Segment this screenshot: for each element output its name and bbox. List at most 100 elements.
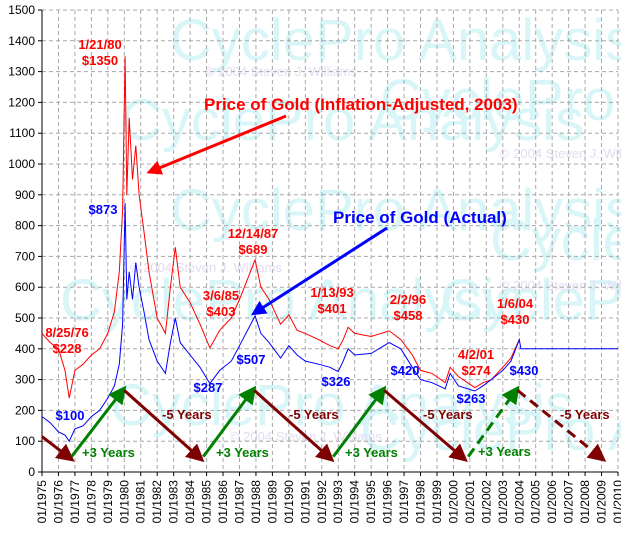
peak-date-label: 12/14/87 [228,226,279,241]
cycle-up-arrow [202,385,257,458]
actual-price-label: $430 [510,363,539,378]
y-tick-label: 900 [15,188,35,202]
cycle-up-label: +3 Years [216,445,269,460]
cycle-down-arrow [41,435,75,462]
peak-price-label: $689 [239,242,268,257]
x-tick-label: 01/1983 [167,480,181,524]
watermark-text: CyclePro Analysis [120,88,584,153]
x-tick-label: 01/1980 [117,480,131,524]
x-tick-label: 01/2004 [512,480,526,524]
y-tick-label: 600 [15,280,35,294]
x-tick-label: 01/1976 [51,480,65,524]
peak-price-label: $403 [207,304,236,319]
peak-price-label: $228 [53,341,82,356]
y-tick-label: 1300 [8,65,35,79]
x-tick-label: 01/2010 [611,480,621,524]
peak-price-label: $274 [462,363,492,378]
actual-price-line [41,203,618,443]
x-tick-label: 01/1992 [315,480,329,524]
y-tick-label: 1400 [8,34,35,48]
x-tick-label: 01/1991 [298,480,312,524]
x-tick-label: 01/1979 [101,480,115,524]
peak-date-label: 4/2/01 [458,347,494,362]
actual-price-label: $263 [457,391,486,406]
pointer-arrow [146,114,287,175]
cycle-up-label: +3 Years [478,444,531,459]
inflation-adjusted-price-line [41,56,520,399]
x-tick-label: 01/1981 [134,480,148,524]
watermark-text: CyclePro Analysis [110,373,574,438]
watermark-text: CyclePro Analysis [490,208,621,273]
watermark-text: CyclePro Analysis [60,268,524,333]
cycle-down-arrow [516,389,607,462]
cycle-down-label: -5 Years [560,407,610,422]
x-tick-label: 01/2008 [578,480,592,524]
cycle-up-label: +3 Years [82,445,135,460]
x-tick-label: 01/1986 [216,480,230,524]
peak-date-label: 1/6/04 [497,296,534,311]
actual-price-label: $507 [237,352,266,367]
x-tick-label: 01/1989 [265,480,279,524]
y-tick-label: 700 [15,249,35,263]
actual-price-label: $100 [56,408,85,423]
y-tick-label: 500 [15,311,35,325]
x-tick-label: 01/1984 [183,480,197,524]
x-tick-label: 01/1999 [430,480,444,524]
peak-price-label: $458 [394,308,423,323]
x-tick-label: 01/2002 [479,480,493,524]
actual-price-label: $287 [194,380,223,395]
x-tick-label: 01/2000 [446,480,460,524]
copyright-watermark: © 2004 Steven J. Williams [500,146,621,161]
x-tick-label: 01/1997 [397,480,411,524]
cycle-down-arrow [253,389,335,463]
y-tick-label: 1000 [8,157,35,171]
cycle-up-arrow [332,385,387,458]
x-tick-label: 01/2009 [595,480,609,524]
cycle-up-label: +3 Years [345,445,398,460]
y-tick-label: 300 [15,373,35,387]
watermark-text: CyclePro Analysis [360,398,621,463]
x-tick-label: 01/1988 [249,480,263,524]
y-tick-label: 1100 [9,126,35,140]
x-tick-label: 01/2005 [529,480,543,524]
watermark-text: CyclePro Analysis [170,178,621,243]
peak-price-label: $430 [501,312,530,327]
y-tick-label: 1200 [8,95,35,109]
x-tick-label: 01/1978 [84,480,98,524]
cycle-up-arrow [467,385,520,458]
x-tick-label: 01/1975 [35,480,49,524]
peak-price-label: $401 [318,301,347,316]
peak-date-label: 3/6/85 [203,288,239,303]
x-tick-label: 01/1985 [200,480,214,524]
x-tick-label: 01/1990 [282,480,296,524]
x-tick-label: 01/1998 [414,480,428,524]
peak-date-label: 1/13/93 [310,285,353,300]
series-label-actual: Price of Gold (Actual) [333,208,507,227]
copyright-watermark: © 2004 Steven J. Williams [500,278,621,293]
x-tick-label: 01/2006 [545,480,559,524]
y-tick-label: 0 [28,465,35,479]
cycle-up-arrow [70,385,127,458]
cycle-down-arrow [383,389,468,463]
y-tick-label: 800 [15,219,35,233]
cycle-down-label: -5 Years [162,407,212,422]
actual-price-label: $873 [89,202,118,217]
x-tick-label: 01/2003 [496,480,510,524]
x-tick-label: 01/1996 [381,480,395,524]
cycle-down-arrow [123,389,205,463]
x-tick-label: 01/2007 [562,480,576,524]
pointer-arrow [250,226,388,316]
x-tick-label: 01/1993 [331,480,345,524]
x-tick-label: 01/1977 [68,480,82,524]
cycle-down-label: -5 Years [289,407,339,422]
peak-date-label: 2/2/96 [390,292,426,307]
x-tick-label: 01/1994 [348,480,362,524]
peak-date-label: 8/25/76 [45,325,88,340]
series-label-inflation-adjusted: Price of Gold (Inflation-Adjusted, 2003) [204,95,518,114]
peak-date-label: 1/21/80 [78,37,121,52]
copyright-watermark: © 2004 Steven J. Williams [130,260,282,275]
y-tick-label: 1500 [8,3,35,17]
x-tick-label: 01/1995 [364,480,378,524]
actual-price-label: $420 [391,363,420,378]
